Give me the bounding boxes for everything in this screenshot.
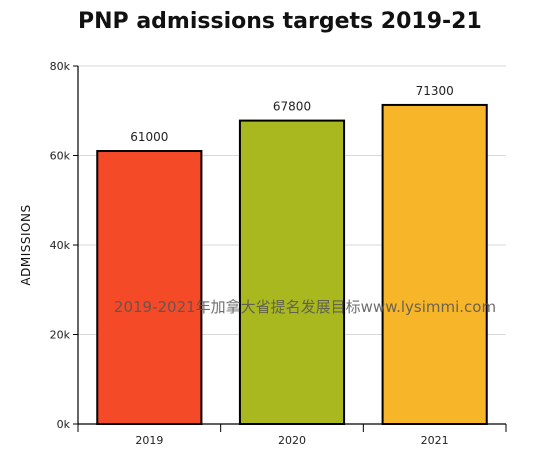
data-label-2021: 71300 bbox=[416, 84, 454, 98]
y-tick-label: 40k bbox=[50, 239, 71, 252]
bars bbox=[96, 103, 488, 426]
bar-2020 bbox=[238, 119, 346, 425]
x-tick-label-2020: 2020 bbox=[278, 434, 306, 447]
y-tick-label: 20k bbox=[50, 329, 71, 342]
x-tick-label-2021: 2021 bbox=[421, 434, 449, 447]
data-label-2020: 67800 bbox=[273, 100, 311, 114]
data-label-2019: 61000 bbox=[130, 130, 168, 144]
y-tick-label: 60k bbox=[50, 150, 71, 163]
axes: 0k 20k 40k 60k 80k 2019 2020 2021 bbox=[50, 60, 507, 447]
watermark: 2019-2021年加拿大省提名发展目标www.lysimmi.com bbox=[114, 298, 496, 316]
chart-title: PNP admissions targets 2019-21 bbox=[78, 9, 482, 34]
bar-2019 bbox=[96, 150, 203, 425]
y-tick-label: 0k bbox=[57, 418, 71, 431]
x-tick-label-2019: 2019 bbox=[135, 434, 163, 447]
y-axis-label: ADMISSIONS bbox=[19, 204, 33, 285]
data-labels: 61000 67800 71300 bbox=[130, 84, 454, 144]
bar-2021 bbox=[381, 103, 488, 426]
y-tick-label: 80k bbox=[50, 60, 71, 73]
